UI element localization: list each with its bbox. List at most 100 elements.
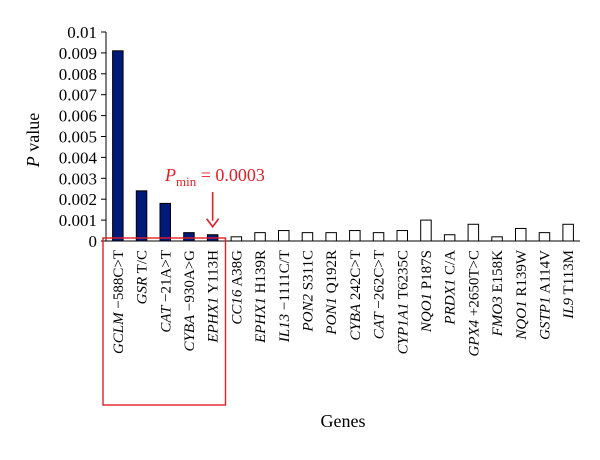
bar-18 <box>515 227 527 242</box>
gene-name: GCLM <box>111 311 127 354</box>
y-tick-label: 0.005 <box>59 128 97 147</box>
variant-name: −930A>G <box>182 250 198 315</box>
gene-name: CC16 <box>229 289 245 325</box>
bar-4 <box>183 232 195 242</box>
gene-name: NQO1 <box>419 293 435 333</box>
pmin-subscript: min <box>176 174 197 189</box>
bar-16 <box>467 223 480 242</box>
bar-13 <box>396 230 408 242</box>
x-tick-label: CAT −262C>T <box>372 250 388 339</box>
y-tick-label: 0.001 <box>59 211 97 230</box>
gene-name: GSTP1 <box>537 297 553 340</box>
y-tick-label: 0 <box>89 232 98 251</box>
x-tick-label: GPX4 +2650T>C <box>466 250 482 357</box>
significant-genes-box <box>102 237 227 406</box>
bar-17 <box>491 236 503 242</box>
gene-name: EPHX1 <box>206 297 222 344</box>
y-tick-label: 0.004 <box>59 148 98 167</box>
variant-name: T113M <box>561 250 577 298</box>
x-tick-label: PRDX1 C/A <box>443 250 459 326</box>
bar-1 <box>112 50 124 242</box>
variant-name: P187S <box>419 250 435 293</box>
bar-3 <box>159 202 171 242</box>
x-tick-label: NQO1 R139W <box>514 249 530 340</box>
bar-15 <box>443 234 456 242</box>
y-tick-label: 0.008 <box>59 65 97 84</box>
variant-name: −1111C/T <box>277 250 293 314</box>
x-axis: GCLM −588C>T GSR T/C CAT −21A>T CYBA −930A>… <box>106 240 580 357</box>
gene-name: GSR <box>135 277 151 305</box>
y-tick-label: 0.009 <box>59 44 97 63</box>
y-tick-label: 0.007 <box>59 86 98 105</box>
variant-name: −21A>T <box>158 250 174 306</box>
gene-name: PON2 <box>300 294 316 333</box>
variant-name: +2650T>C <box>466 250 482 320</box>
x-tick-label: GSR T/C <box>135 250 151 304</box>
variant-name: Q192R <box>324 250 340 297</box>
gene-name: GPX4 <box>466 319 482 356</box>
gene-name: PON1 <box>324 297 340 336</box>
bar-9 <box>301 232 314 242</box>
bar-12 <box>372 232 385 242</box>
x-tick-label: EPHX1 Y113H <box>206 250 222 344</box>
y-axis-title-rest: value <box>23 113 43 156</box>
variant-name: −588C>T <box>111 250 127 312</box>
y-tick-label: 0.002 <box>59 190 97 209</box>
x-tick-label: IL13 −1111C/T <box>277 250 293 343</box>
x-tick-label: FMO3 E158K <box>490 250 506 337</box>
gene-name: CYBA <box>182 314 198 352</box>
y-axis-title: P value <box>23 113 43 168</box>
x-tick-label: PON1 Q192R <box>324 250 340 336</box>
pmin-annotation: Pmin = 0.0003 <box>164 165 265 189</box>
variant-name: Y113H <box>206 250 222 297</box>
gene-name: CAT <box>158 304 174 333</box>
variant-name: T6235C <box>395 250 411 303</box>
x-axis-title: Genes <box>321 411 366 431</box>
variant-name: C/A <box>443 250 459 279</box>
x-tick-label: CYP1A1 T6235C <box>395 250 411 354</box>
pmin-value: = 0.0003 <box>196 165 265 185</box>
bar-10 <box>325 232 337 242</box>
x-tick-label: GSTP1 A114V <box>537 250 553 340</box>
variant-name: S311C <box>300 250 316 294</box>
x-tick-label: CAT −21A>T <box>158 250 174 333</box>
y-axis-title-p: P <box>23 156 43 168</box>
bars <box>112 50 574 242</box>
x-tick-label: CYBA −930A>G <box>182 250 198 352</box>
variant-name: −262C>T <box>372 250 388 312</box>
gene-name: FMO3 <box>490 296 506 337</box>
gene-name: IL9 <box>561 297 577 319</box>
variant-name: T/C <box>135 250 151 277</box>
gene-name: IL13 <box>277 314 293 343</box>
x-tick-label: EPHX1 H139R <box>253 250 269 344</box>
x-tick-label: CYBA 242C>T <box>348 250 364 341</box>
highlight-group: Pmin = 0.0003 <box>102 165 265 406</box>
gene-name: EPHX1 <box>253 297 269 344</box>
gene-name: CYP1A1 <box>395 303 411 355</box>
gene-name: CAT <box>372 311 388 340</box>
bar-14 <box>420 219 432 242</box>
gene-name: CYBA <box>348 303 364 341</box>
bar-8 <box>278 230 290 242</box>
x-tick-label: CC16 A38G <box>229 250 245 325</box>
gene-name: PRDX1 <box>443 279 459 326</box>
bar-7 <box>254 232 266 242</box>
x-tick-label: PON2 S311C <box>300 250 316 333</box>
variant-name: A38G <box>229 250 245 290</box>
bar-2 <box>135 190 148 242</box>
variant-name: R139W <box>514 249 530 300</box>
variant-name: 242C>T <box>348 250 364 304</box>
pmin-arrow-head <box>206 218 220 229</box>
y-tick-label: 0.006 <box>59 107 97 126</box>
x-tick-label: IL9 T113M <box>561 250 577 320</box>
variant-name: A114V <box>537 250 553 297</box>
y-tick-label: 0.003 <box>59 169 97 188</box>
bar-19 <box>538 232 551 242</box>
pmin-symbol: P <box>164 165 176 185</box>
bar-11 <box>349 230 361 242</box>
bar-6 <box>230 236 243 242</box>
x-tick-label: GCLM −588C>T <box>111 250 127 354</box>
variant-name: E158K <box>490 250 506 296</box>
